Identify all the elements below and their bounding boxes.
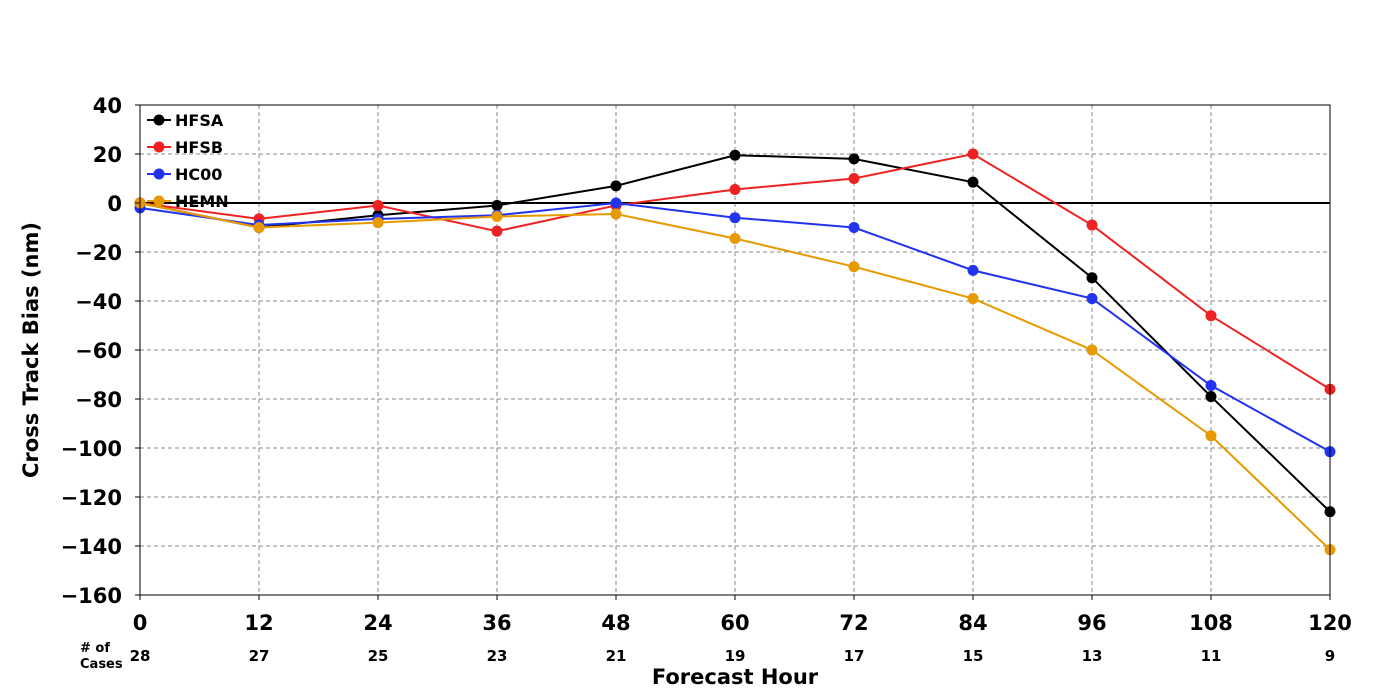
data-point-hfsa <box>848 153 860 165</box>
legend-label-hc00: HC00 <box>175 165 222 184</box>
data-point-hfsa <box>610 180 622 192</box>
y-tick-label: −120 <box>61 486 122 510</box>
legend-label-hfsb: HFSB <box>175 138 223 157</box>
data-point-hc00 <box>1205 380 1217 392</box>
y-tick-label: 20 <box>93 143 122 167</box>
x-axis-label: Forecast Hour <box>652 665 819 689</box>
data-point-hemn <box>1205 430 1217 442</box>
x-tick-label: 12 <box>244 611 273 635</box>
cases-label-line1: # of <box>80 641 110 656</box>
y-tick-label: −60 <box>75 339 122 363</box>
cases-label-line2: Cases <box>80 657 123 672</box>
y-tick-label: −100 <box>61 437 122 461</box>
data-point-hfsa <box>491 199 503 211</box>
legend-marker-hfsb <box>153 141 165 153</box>
y-tick-label: −40 <box>75 290 122 314</box>
data-point-hc00 <box>610 197 622 209</box>
legend-marker-hemn <box>153 195 165 207</box>
case-count-label: 19 <box>725 647 746 665</box>
case-count-label: 21 <box>606 647 627 665</box>
case-count-label: 28 <box>130 647 151 665</box>
data-point-hemn <box>610 208 622 220</box>
data-point-hfsb <box>729 184 741 196</box>
data-point-hfsb <box>491 225 503 237</box>
data-point-hc00 <box>967 264 979 276</box>
y-tick-label: −20 <box>75 241 122 265</box>
data-point-hfsb <box>967 148 979 160</box>
x-tick-label: 0 <box>133 611 148 635</box>
x-tick-label: 120 <box>1308 611 1352 635</box>
data-point-hfsa <box>729 149 741 161</box>
data-point-hfsa <box>1086 272 1098 284</box>
data-point-hfsb <box>848 173 860 184</box>
data-point-hemn <box>729 233 741 245</box>
y-tick-label: −80 <box>75 388 122 412</box>
case-count-label: 13 <box>1082 647 1103 665</box>
case-count-label: 23 <box>487 647 508 665</box>
legend-label-hemn: HEMN <box>175 192 229 211</box>
data-point-hc00 <box>1086 293 1098 305</box>
x-tick-label: 72 <box>839 611 868 635</box>
x-tick-label: 60 <box>720 611 749 635</box>
y-tick-label: 0 <box>107 192 122 216</box>
data-point-hc00 <box>848 222 860 233</box>
case-count-label: 27 <box>249 647 270 665</box>
case-count-label: 11 <box>1201 647 1222 665</box>
x-tick-label: 24 <box>363 611 392 635</box>
y-tick-label: −160 <box>61 584 122 608</box>
x-tick-label: 108 <box>1189 611 1233 635</box>
y-axis-label: Cross Track Bias (nm) <box>19 222 43 478</box>
x-tick-label: 48 <box>601 611 630 635</box>
data-point-hfsa <box>967 176 979 188</box>
data-point-hemn <box>253 222 265 233</box>
legend-label-hfsa: HFSA <box>175 111 224 130</box>
data-point-hemn <box>1086 344 1098 356</box>
x-tick-label: 36 <box>482 611 511 635</box>
case-count-label: 15 <box>963 647 984 665</box>
data-point-hfsa <box>1205 391 1217 403</box>
case-count-label: 9 <box>1325 647 1335 665</box>
case-count-label: 25 <box>368 647 389 665</box>
legend-marker-hfsa <box>153 114 165 126</box>
y-tick-label: 40 <box>93 94 122 118</box>
data-point-hemn <box>372 217 384 229</box>
data-point-hfsb <box>1086 219 1098 231</box>
data-point-hemn <box>967 293 979 305</box>
data-point-hfsb <box>1205 310 1217 322</box>
x-tick-label: 84 <box>958 611 987 635</box>
data-point-hc00 <box>729 212 741 224</box>
data-point-hemn <box>491 210 503 222</box>
y-tick-label: −140 <box>61 535 122 559</box>
x-tick-label: 96 <box>1077 611 1106 635</box>
legend: HFSA HFSB HC00 HEMN <box>147 111 229 211</box>
legend-marker-hc00 <box>153 168 165 180</box>
data-point-hfsb <box>372 199 384 211</box>
case-count-label: 17 <box>844 647 865 665</box>
data-point-hemn <box>848 261 860 273</box>
